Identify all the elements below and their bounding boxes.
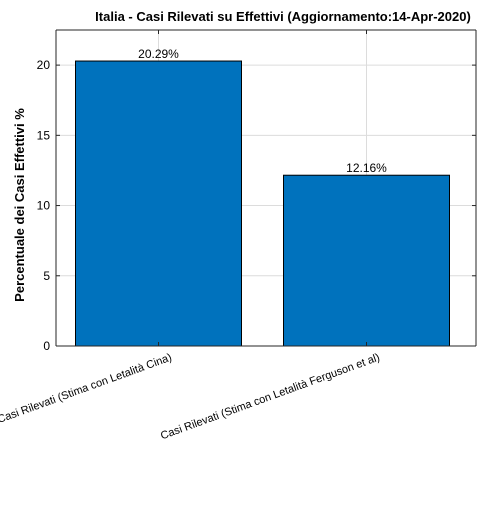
y-tick-label: 10	[37, 199, 51, 213]
bar-data-label: 20.29%	[138, 47, 179, 61]
bars: 20.29% 12.16%	[75, 47, 450, 347]
bar	[75, 60, 242, 347]
y-tick-label: 15	[37, 128, 51, 142]
bar-data-label: 12.16%	[346, 161, 387, 175]
bar	[283, 174, 450, 347]
y-tick-label: 5	[43, 269, 50, 283]
y-tick-label: 20	[37, 58, 51, 72]
y-axis-label: Percentuale dei Casi Effettivi %	[12, 108, 27, 302]
y-tick-label: 0	[43, 339, 50, 353]
x-tick-label: Casi Rilevati (Stima con Letalità Fergus…	[159, 352, 381, 443]
chart-title: Italia - Casi Rilevati su Effettivi (Agg…	[95, 9, 471, 24]
x-tick-label: Casi Rilevati (Stima con Letalità Cina)	[0, 352, 174, 426]
